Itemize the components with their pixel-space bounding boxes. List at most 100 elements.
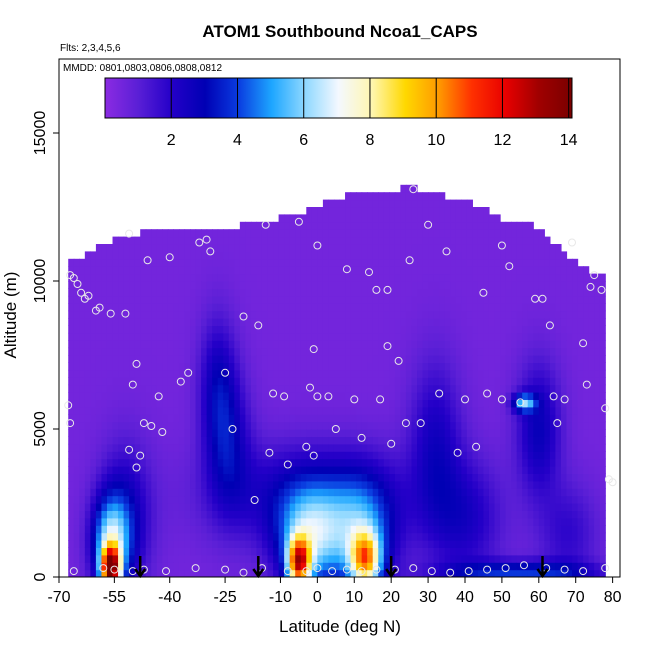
heatmap-cell: [118, 303, 125, 312]
heatmap-cell: [533, 310, 540, 319]
heatmap-cell: [588, 451, 595, 460]
heatmap-cell: [206, 510, 213, 519]
heatmap-cell: [439, 199, 446, 208]
heatmap-cell: [68, 436, 75, 445]
heatmap-cell: [405, 562, 413, 571]
heatmap-cell: [394, 503, 401, 511]
heatmap-cell: [178, 384, 186, 393]
heatmap-cell: [466, 318, 473, 326]
heatmap-cell: [201, 436, 208, 445]
heatmap-cell: [173, 547, 180, 556]
heatmap-cell: [400, 554, 407, 563]
heatmap-cell: [372, 436, 379, 445]
heatmap-cell: [572, 532, 579, 541]
sample-point: [405, 256, 414, 265]
heatmap-cell: [106, 384, 114, 393]
x-tick-label: 0: [313, 589, 322, 606]
heatmap-cell: [112, 451, 119, 460]
heatmap-cell: [151, 510, 158, 519]
heatmap-cell: [322, 369, 330, 378]
y-tick-label: 5000: [32, 411, 49, 447]
heatmap-cell: [511, 547, 518, 556]
heatmap-cell: [79, 266, 86, 275]
heatmap-cell: [461, 355, 468, 363]
heatmap-cell: [228, 399, 235, 408]
heatmap-cell: [95, 436, 103, 445]
heatmap-cell: [284, 532, 291, 541]
heatmap-cell: [439, 347, 446, 356]
heatmap-cell: [317, 325, 324, 334]
heatmap-cell: [378, 332, 385, 341]
heatmap-cell: [145, 325, 152, 334]
heatmap-cell: [123, 244, 130, 252]
heatmap-cell: [483, 258, 490, 267]
heatmap-cell: [572, 332, 579, 341]
heatmap-cell: [212, 303, 219, 312]
heatmap-cell: [245, 258, 252, 267]
heatmap-cell: [156, 429, 163, 437]
sample-point: [265, 448, 274, 457]
heatmap-cell: [577, 406, 584, 415]
heatmap-cell: [455, 355, 462, 363]
heatmap-cell: [134, 495, 141, 504]
heatmap-cell: [383, 443, 390, 452]
heatmap-cell: [256, 281, 263, 289]
heatmap-cell: [466, 199, 473, 208]
heatmap-cell: [322, 436, 330, 445]
heatmap-cell: [190, 414, 197, 423]
heatmap-cell: [577, 547, 584, 556]
heatmap-cell: [223, 318, 230, 326]
heatmap-cell: [84, 480, 91, 489]
heatmap-cell: [383, 517, 390, 526]
heatmap-cell: [333, 547, 341, 556]
heatmap-cell: [151, 266, 158, 275]
heatmap-cell: [394, 525, 401, 534]
heatmap-cell: [500, 532, 507, 541]
heatmap-cell: [333, 310, 341, 319]
heatmap-cell: [500, 399, 507, 408]
heatmap-cell: [455, 266, 462, 275]
heatmap-cell: [267, 503, 274, 511]
heatmap-cell: [90, 295, 97, 304]
heatmap-cell: [411, 517, 418, 526]
heatmap-cell: [322, 429, 330, 437]
heatmap-cell: [516, 436, 523, 445]
heatmap-cell: [588, 369, 595, 378]
heatmap-cell: [245, 362, 252, 371]
heatmap-cell: [84, 421, 91, 430]
heatmap-cell: [250, 310, 258, 319]
heatmap-cell: [106, 244, 114, 252]
heatmap-cell: [522, 480, 529, 489]
heatmap-cell: [140, 362, 147, 371]
heatmap-cell: [339, 503, 346, 511]
heatmap-cell: [289, 258, 296, 267]
heatmap-cell: [300, 480, 307, 489]
heatmap-cell: [261, 377, 269, 386]
heatmap-cell: [295, 503, 302, 511]
heatmap-cell: [599, 414, 606, 423]
heatmap-cell: [588, 325, 595, 334]
heatmap-cell: [472, 325, 479, 334]
heatmap-cell: [533, 369, 540, 378]
heatmap-cell: [455, 362, 462, 371]
heatmap-cell: [151, 355, 158, 363]
heatmap-cell: [234, 466, 241, 474]
heatmap-cell: [549, 473, 557, 482]
heatmap-cell: [383, 273, 390, 282]
heatmap-cell: [400, 355, 407, 363]
heatmap-cell: [106, 310, 114, 319]
heatmap-cell: [417, 532, 424, 541]
heatmap-cell: [256, 236, 263, 245]
heatmap-cell: [560, 406, 568, 415]
heatmap-cell: [273, 503, 280, 511]
heatmap-cell: [466, 525, 473, 534]
heatmap-cell: [90, 332, 97, 341]
heatmap-cell: [444, 429, 451, 437]
heatmap-cell: [544, 303, 551, 312]
heatmap-cell: [106, 281, 114, 289]
heatmap-cell: [278, 562, 285, 571]
heatmap-cell: [250, 510, 258, 519]
heatmap-cell: [245, 540, 252, 548]
heatmap-cell: [95, 562, 103, 571]
heatmap-cell: [239, 347, 246, 356]
